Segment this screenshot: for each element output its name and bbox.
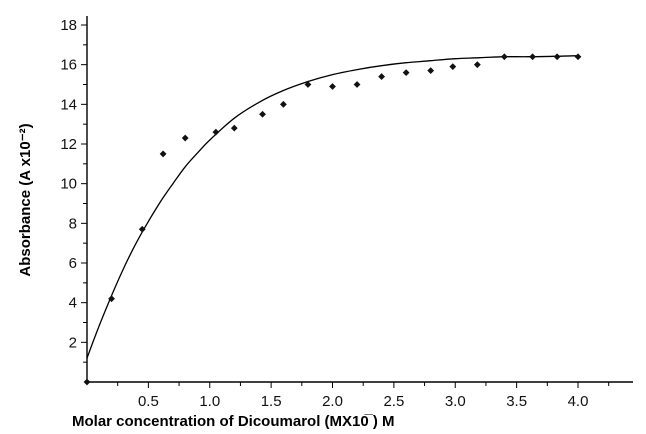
data-point — [529, 53, 536, 61]
data-point — [159, 150, 167, 158]
y-tick-label: 12 — [60, 136, 77, 153]
data-point — [353, 81, 361, 88]
y-tick-label: 6 — [69, 255, 77, 272]
data-point — [212, 128, 220, 136]
y-axis-title: Absorbance (A x10⁻²) — [17, 123, 34, 276]
y-ticks: 2 4 6 8 10 12 14 16 18 — [60, 17, 87, 363]
y-tick-label: 4 — [69, 295, 77, 312]
fit-curve — [86, 55, 579, 359]
data-point — [230, 124, 238, 132]
x-axis-title: Molar concentration of Dicoumarol (MX10̅… — [72, 413, 395, 430]
data-point — [304, 81, 312, 88]
data-point — [449, 63, 457, 71]
y-tick-label: 16 — [60, 57, 77, 74]
data-point — [473, 61, 481, 69]
data-point — [402, 69, 410, 76]
y-tick-label: 18 — [60, 17, 77, 34]
data-point — [181, 134, 189, 142]
x-tick-label: 2.0 — [322, 393, 343, 410]
axes — [86, 16, 633, 383]
data-point — [108, 295, 115, 303]
x-ticks: 0.5 1.0 1.5 2.0 2.5 3.0 3.5 4.0 — [117, 382, 610, 410]
y-tick-label: 8 — [69, 215, 77, 232]
data-point — [427, 67, 435, 75]
data-point — [329, 83, 336, 90]
data-points — [83, 53, 582, 386]
x-tick-label: 1.0 — [199, 393, 220, 410]
y-tick-label: 10 — [60, 176, 77, 193]
x-tick-label: 2.5 — [383, 393, 404, 410]
x-tick-label: 3.5 — [506, 393, 527, 410]
x-tick-label: 1.5 — [261, 393, 282, 410]
x-tick-label: 3.0 — [445, 393, 466, 410]
data-point — [500, 53, 508, 61]
data-point — [138, 225, 146, 233]
y-tick-label: 2 — [69, 334, 77, 351]
data-point — [378, 73, 385, 80]
data-point — [553, 53, 561, 61]
y-tick-label: 14 — [60, 96, 77, 113]
data-point — [83, 378, 91, 386]
x-tick-label: 0.5 — [138, 393, 159, 410]
data-point — [574, 53, 582, 61]
data-point — [280, 100, 287, 108]
data-point — [259, 110, 266, 118]
x-tick-label: 4.0 — [568, 393, 589, 410]
